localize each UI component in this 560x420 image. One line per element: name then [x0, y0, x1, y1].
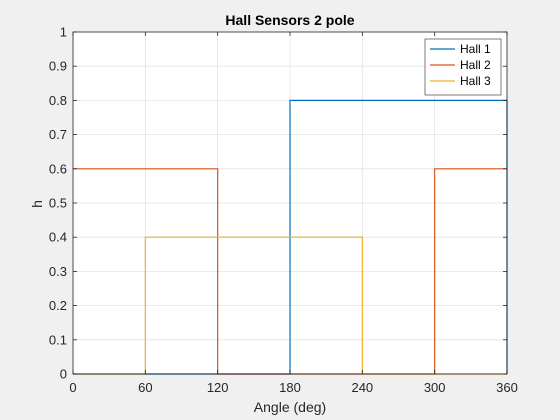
- legend: Hall 1 Hall 2 Hall 3: [424, 38, 502, 96]
- x-tick-label: 180: [279, 380, 301, 395]
- chart-title: Hall Sensors 2 pole: [225, 12, 354, 28]
- y-tick-label: 0.5: [49, 196, 67, 211]
- y-tick-label: 0.3: [49, 264, 67, 279]
- y-axis-title: h: [29, 200, 45, 208]
- y-tick-label: 0.8: [49, 93, 67, 108]
- legend-box: [424, 38, 502, 96]
- y-tick-label: 0.4: [49, 230, 67, 245]
- legend-entry: Hall 2: [460, 58, 491, 72]
- y-tick-label: 0: [60, 367, 67, 382]
- x-tick-label: 60: [138, 380, 152, 395]
- y-tick-label: 0.9: [49, 59, 67, 74]
- x-tick-label: 360: [496, 380, 518, 395]
- y-tick-labels: 0 0.1 0.2 0.3 0.4 0.5 0.6 0.7 0.8 0.9 1: [49, 25, 67, 382]
- y-tick-label: 0.6: [49, 161, 67, 176]
- x-tick-label: 0: [69, 380, 76, 395]
- x-axis-title: Angle (deg): [254, 399, 326, 415]
- y-tick-label: 1: [60, 25, 67, 40]
- x-tick-label: 240: [351, 380, 373, 395]
- y-tick-label: 0.7: [49, 127, 67, 142]
- y-tick-label: 0.1: [49, 332, 67, 347]
- x-tick-labels: 0 60 120 180 240 300 360: [69, 380, 517, 395]
- y-tick-label: 0.2: [49, 298, 67, 313]
- x-tick-label: 120: [207, 380, 229, 395]
- ticks: [72, 31, 508, 375]
- legend-entry: Hall 3: [460, 74, 491, 88]
- legend-entry: Hall 1: [460, 42, 491, 56]
- x-tick-label: 300: [424, 380, 446, 395]
